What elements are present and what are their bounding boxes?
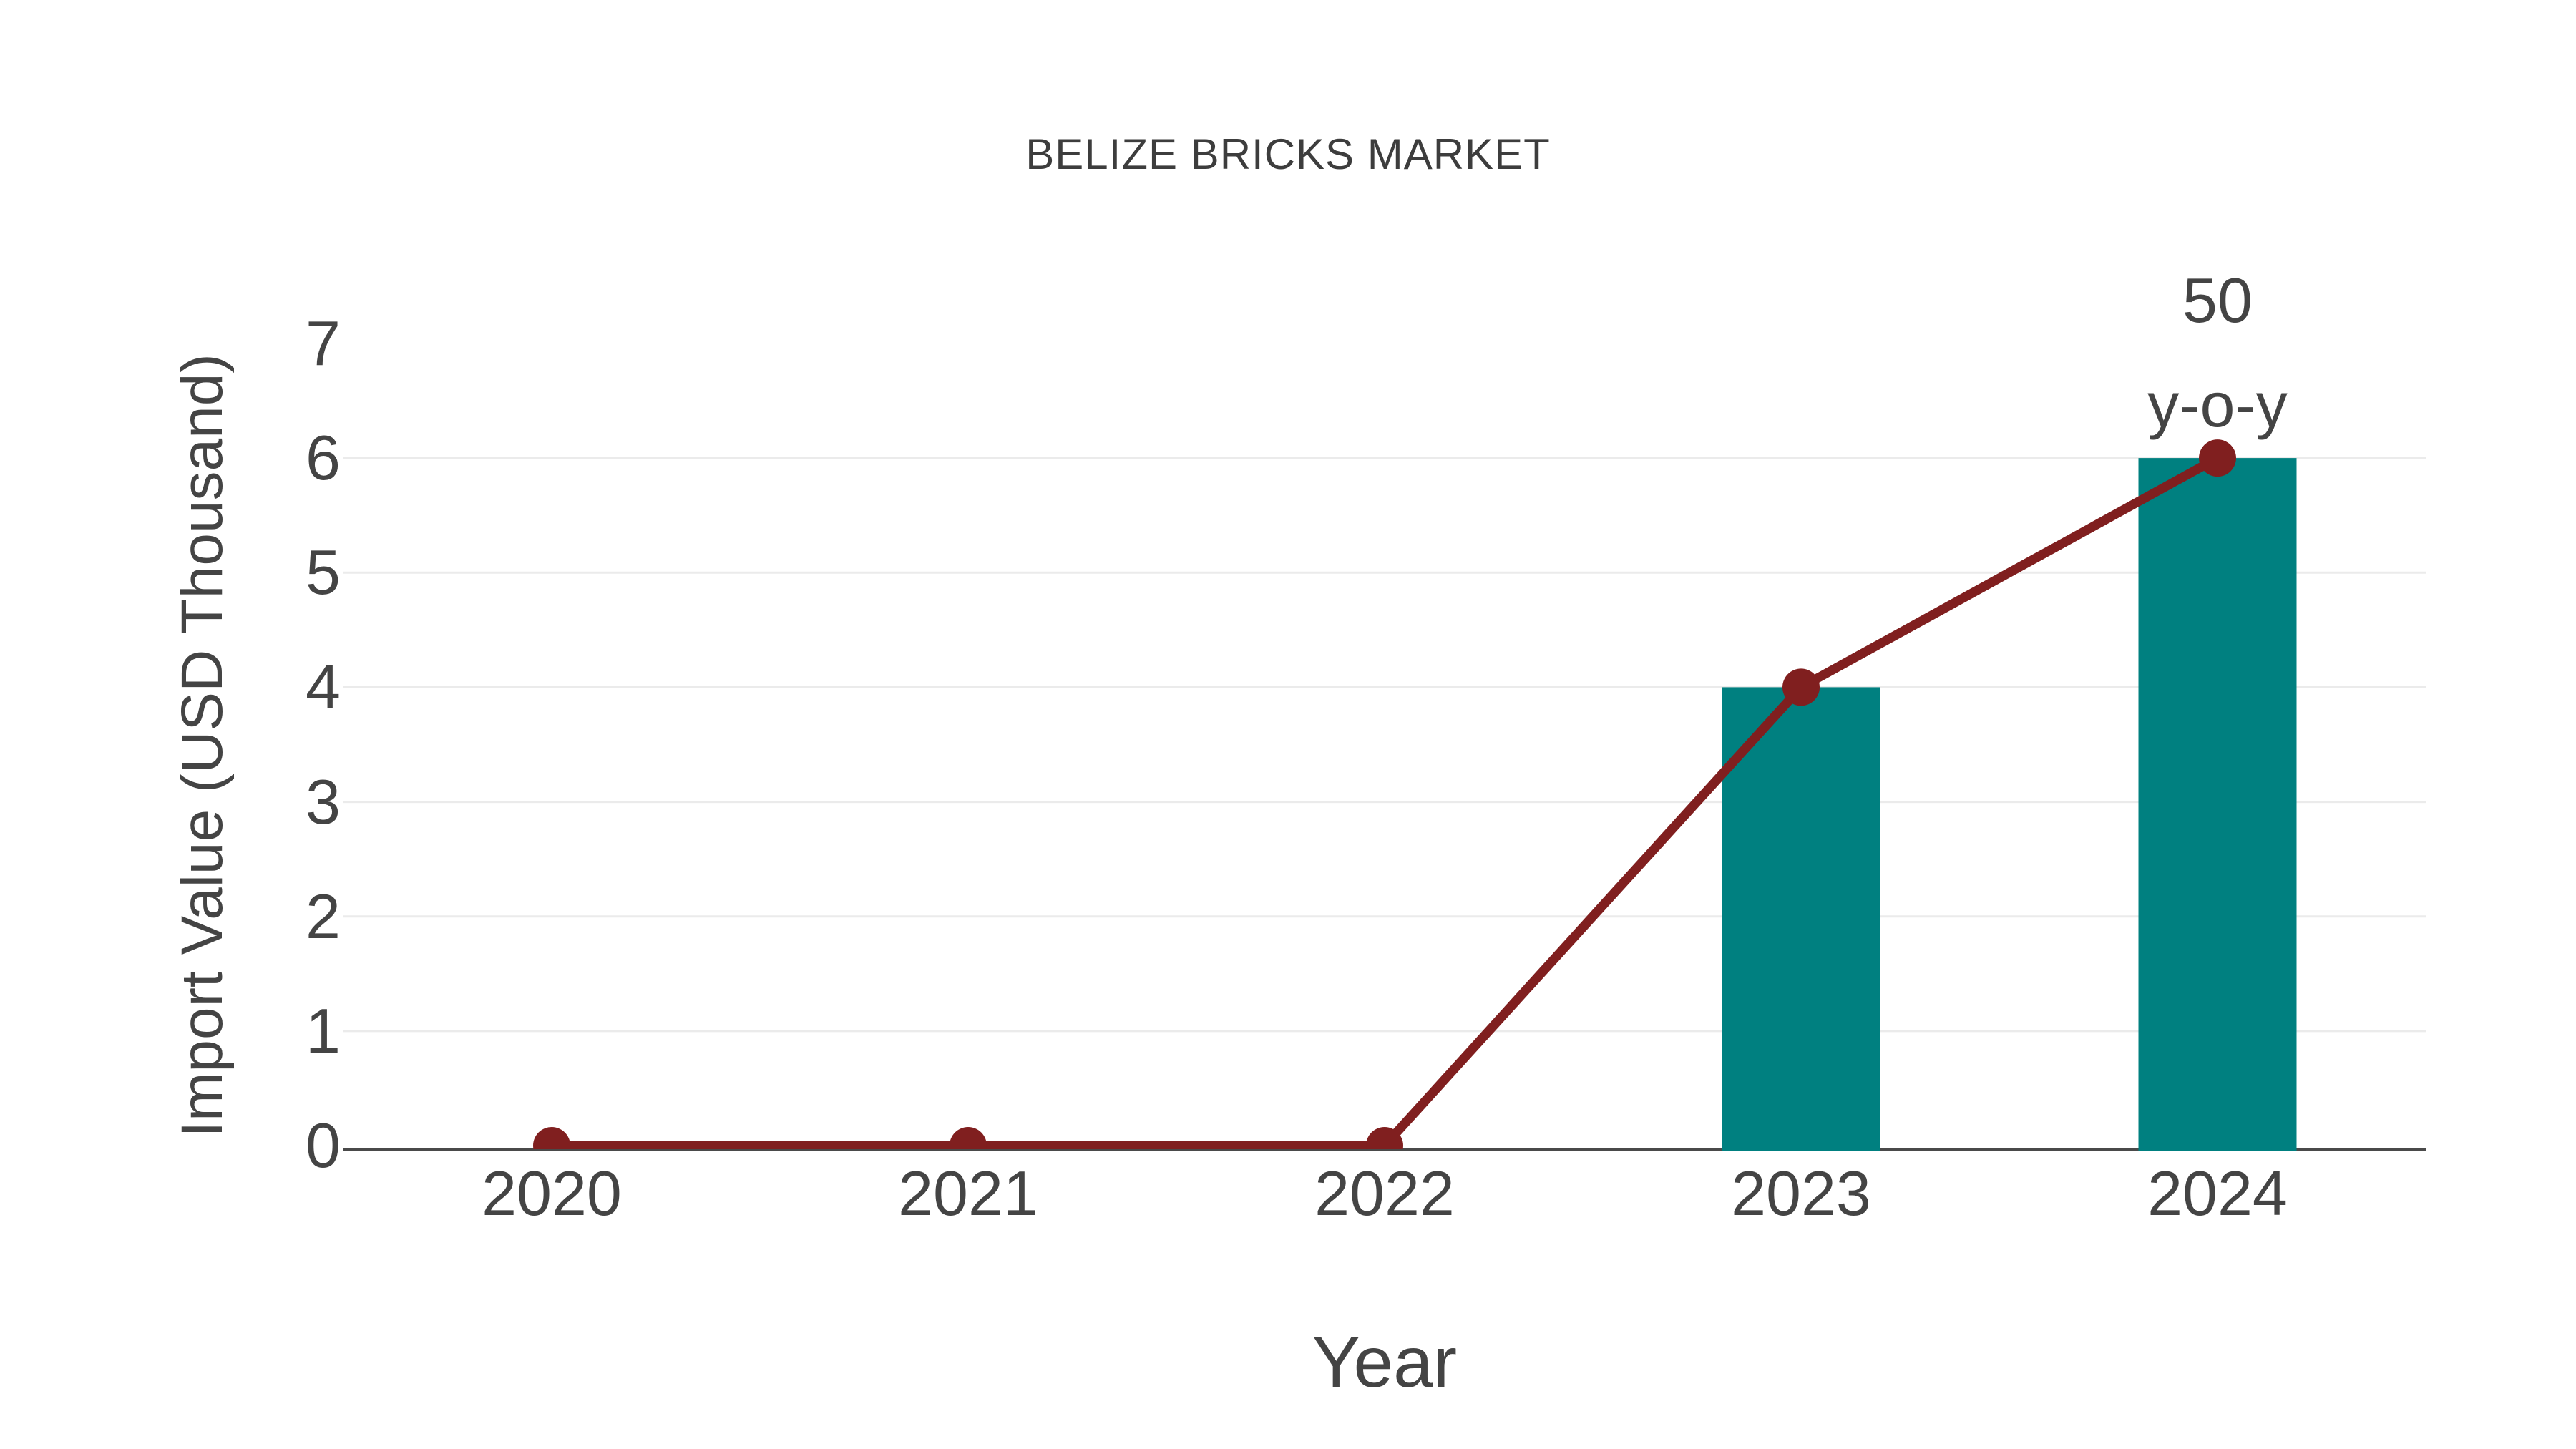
x-tick-label-2023: 2023 <box>1731 1158 1871 1229</box>
y-tick-label-2: 2 <box>306 881 341 952</box>
yoy-annotation: 50 y-o-y <box>2039 248 2396 457</box>
y-tick-label-5: 5 <box>306 537 341 608</box>
y-tick-label-6: 6 <box>306 422 341 493</box>
bar-2023[interactable] <box>1722 687 1880 1151</box>
x-tick-label-2022: 2022 <box>1314 1158 1455 1229</box>
y-tick-label-0: 0 <box>306 1110 341 1181</box>
x-axis-title: Year <box>1312 1322 1458 1402</box>
line-marker-2021[interactable] <box>950 1127 987 1164</box>
line-marker-2020[interactable] <box>533 1127 570 1164</box>
chart-title: BELIZE BRICKS MARKET <box>1025 130 1551 178</box>
x-tick-label-2021: 2021 <box>898 1158 1038 1229</box>
y-tick-label-7: 7 <box>306 308 341 379</box>
bar-2024[interactable] <box>2138 458 2297 1151</box>
line-marker-2024[interactable] <box>2199 439 2236 477</box>
line-marker-2023[interactable] <box>1782 668 1820 706</box>
y-tick-label-3: 3 <box>306 766 341 837</box>
x-tick-label-2020: 2020 <box>482 1158 622 1229</box>
yoy-annotation-label: y-o-y <box>2147 369 2288 440</box>
yoy-annotation-value: 50 <box>2182 265 2253 336</box>
y-tick-label-1: 1 <box>306 995 341 1066</box>
line-marker-2022[interactable] <box>1366 1127 1403 1164</box>
y-tick-label-4: 4 <box>306 651 341 722</box>
x-tick-label-2024: 2024 <box>2147 1158 2288 1229</box>
